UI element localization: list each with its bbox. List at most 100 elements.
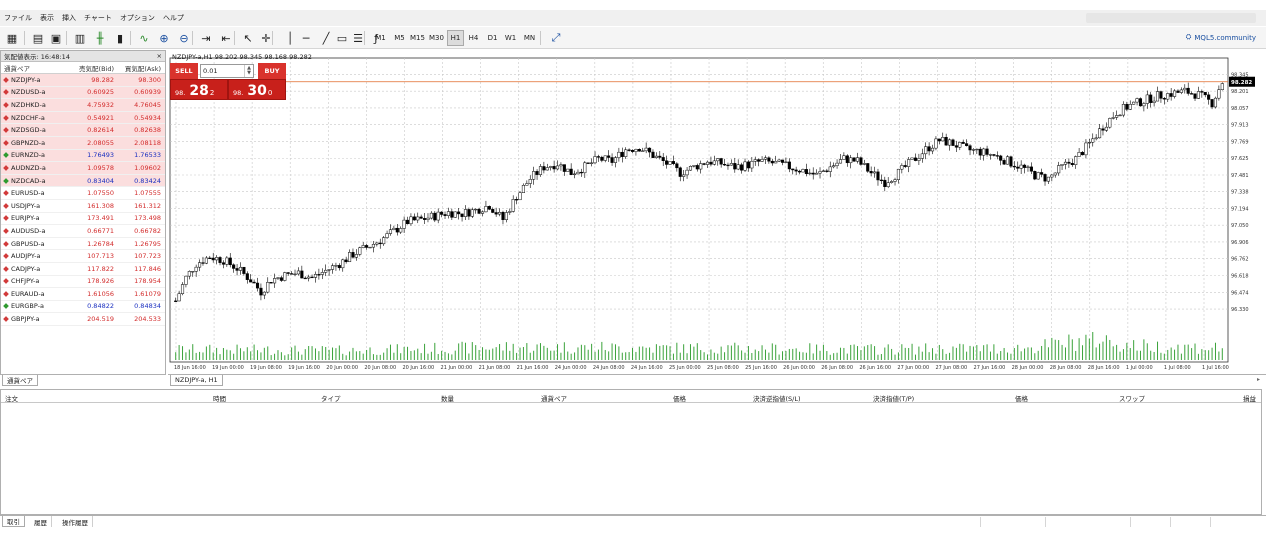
terminal-col-0[interactable]: 注文 bbox=[5, 395, 18, 403]
market-watch-row[interactable]: EURNZD-a 1.76493 1.76533 bbox=[1, 149, 165, 163]
profiles-icon[interactable]: ▤ bbox=[32, 31, 44, 45]
vertical-line-icon[interactable]: │ bbox=[286, 31, 294, 45]
market-watch-row[interactable]: GBPNZD-a 2.08055 2.08118 bbox=[1, 136, 165, 150]
candle-body-down bbox=[913, 157, 918, 161]
timeframe-d1-button[interactable]: D1 bbox=[487, 34, 498, 42]
market-watch-row[interactable]: NZDJPY-a 98.282 98.300 bbox=[1, 74, 165, 87]
price-chart[interactable]: 98.345 98.201 98.057 97.913 97.769 97.625 97.4… bbox=[168, 50, 1258, 375]
sell-button[interactable]: SELL bbox=[170, 63, 198, 79]
terminal-tab-0[interactable]: 取引 bbox=[2, 516, 25, 527]
fullscreen-icon[interactable]: ⤢ bbox=[551, 31, 561, 44]
col-bid[interactable]: 売気配(Bid) bbox=[79, 64, 114, 73]
terminal-col-9[interactable]: スワップ bbox=[1119, 395, 1145, 403]
market-watch-row[interactable]: USDJPY-a 161.308 161.312 bbox=[1, 200, 165, 213]
terminal-tab-2[interactable]: 操作履歴 bbox=[58, 516, 93, 527]
x-tick-label: 26 Jun 08:00 bbox=[821, 365, 853, 371]
market-watch-row[interactable]: NZDCHF-a 0.54921 0.54934 bbox=[1, 111, 165, 125]
terminal-col-8[interactable]: 価格 bbox=[1015, 395, 1028, 403]
mql5-community-link[interactable]: ⛭ MQL5.community bbox=[1186, 33, 1256, 42]
timeframe-w1-button[interactable]: W1 bbox=[504, 34, 517, 42]
market-watch-row[interactable]: EURJPY-a 173.491 173.498 bbox=[1, 213, 165, 226]
market-watch-row[interactable]: CADJPY-a 117.822 117.846 bbox=[1, 263, 165, 276]
terminal-col-1[interactable]: 時間 bbox=[213, 395, 226, 403]
terminal-col-7[interactable]: 決済指値(T/P) bbox=[873, 395, 915, 403]
lot-size-input[interactable]: 0.01 ▲ ▼ bbox=[200, 64, 254, 78]
candle bbox=[879, 174, 883, 184]
candle-body-up bbox=[590, 162, 594, 164]
lot-spinner[interactable]: ▲ ▼ bbox=[244, 65, 253, 77]
candle bbox=[194, 264, 198, 277]
terminal-col-4[interactable]: 通貨ペア bbox=[541, 395, 567, 403]
indicators-icon[interactable]: ƒ bbox=[374, 31, 378, 45]
terminal-col-6[interactable]: 決済逆指値(S/L) bbox=[753, 395, 801, 403]
market-watch-row[interactable]: NZDUSD-a 0.60925 0.60939 bbox=[1, 86, 165, 100]
fibonacci-icon[interactable]: ☰ bbox=[353, 31, 363, 45]
terminal-col-10[interactable]: 損益 bbox=[1243, 395, 1256, 403]
candlestick-icon[interactable]: ▮ bbox=[116, 31, 124, 45]
terminal-tab-1[interactable]: 履歴 bbox=[30, 516, 52, 527]
chart-shift-icon[interactable]: ⇤ bbox=[221, 31, 231, 45]
line-chart-icon[interactable]: ∿ bbox=[139, 31, 149, 45]
market-watch-row[interactable]: CHFJPY-a 178.926 178.954 bbox=[1, 276, 165, 289]
tab-chart-nzdjpy[interactable]: NZDJPY-a, H1 bbox=[170, 375, 223, 386]
buy-button[interactable]: BUY bbox=[258, 63, 286, 79]
cursor-icon[interactable]: ↖ bbox=[243, 31, 253, 45]
text-icon[interactable]: ▭ bbox=[336, 31, 348, 45]
timeframe-h4-button[interactable]: H4 bbox=[468, 34, 479, 42]
terminal-col-5[interactable]: 価格 bbox=[673, 395, 686, 403]
market-watch-row[interactable]: AUDNZD-a 1.09578 1.09602 bbox=[1, 162, 165, 175]
quick-search-box[interactable] bbox=[1086, 13, 1256, 23]
candle bbox=[562, 164, 566, 176]
close-icon[interactable]: × bbox=[156, 52, 162, 60]
horizontal-line-icon[interactable]: ─ bbox=[302, 31, 310, 45]
market-watch-row[interactable]: NZDCAD-a 0.83404 0.83424 bbox=[1, 174, 165, 188]
x-tick-label: 25 Jun 08:00 bbox=[707, 365, 739, 371]
market-watch-icon[interactable]: ▣ bbox=[50, 31, 62, 45]
timeframe-m30-button[interactable]: M30 bbox=[429, 34, 444, 42]
candle-body-down bbox=[245, 273, 249, 280]
market-watch-row[interactable]: GBPUSD-a 1.26784 1.26795 bbox=[1, 238, 165, 251]
candle-body-down bbox=[221, 262, 225, 265]
new-chart-icon[interactable]: ▦ bbox=[6, 31, 18, 45]
chart-window[interactable]: 98.345 98.201 98.057 97.913 97.769 97.625 97.4… bbox=[168, 50, 1258, 375]
chevron-up-icon[interactable]: ▲ bbox=[247, 65, 251, 71]
chevron-down-icon[interactable]: ▼ bbox=[247, 70, 251, 76]
market-watch-row[interactable]: NZDHKD-a 4.75932 4.76045 bbox=[1, 99, 165, 112]
autoscroll-icon[interactable]: ⇥ bbox=[201, 31, 211, 45]
market-watch-row[interactable]: EURAUD-a 1.61056 1.61079 bbox=[1, 288, 165, 301]
timeframe-m15-button[interactable]: M15 bbox=[410, 34, 425, 42]
menu-item-2[interactable]: 挿入 bbox=[62, 14, 76, 22]
sell-price-button[interactable]: 98. 28 2 bbox=[170, 79, 228, 100]
zoom-out-icon[interactable]: ⊖ bbox=[179, 31, 189, 45]
timeframe-m5-button[interactable]: M5 bbox=[394, 34, 405, 42]
navigator-icon[interactable]: ▥ bbox=[74, 31, 86, 45]
market-watch-row[interactable]: NZDSGD-a 0.82614 0.82638 bbox=[1, 124, 165, 137]
market-watch-row[interactable]: AUDJPY-a 107.713 107.723 bbox=[1, 250, 165, 263]
market-watch-row[interactable]: EURUSD-a 1.07550 1.07555 bbox=[1, 187, 165, 200]
menu-item-3[interactable]: チャート bbox=[84, 14, 112, 22]
zoom-in-icon[interactable]: ⊕ bbox=[159, 31, 169, 45]
candle-body-down bbox=[651, 151, 655, 158]
menu-item-4[interactable]: オプション bbox=[119, 14, 155, 22]
buy-price-button[interactable]: 98. 30 0 bbox=[228, 79, 286, 100]
trendline-icon[interactable]: ╱ bbox=[322, 31, 330, 45]
terminal-col-2[interactable]: タイプ bbox=[321, 395, 341, 403]
tab-symbols[interactable]: 通貨ペア bbox=[2, 375, 38, 386]
market-watch-row[interactable]: AUDUSD-a 0.66771 0.66782 bbox=[1, 225, 165, 238]
menu-item-5[interactable]: ヘルプ bbox=[162, 14, 184, 22]
menu-item-0[interactable]: ファイル bbox=[4, 14, 32, 22]
terminal-col-3[interactable]: 数量 bbox=[441, 395, 454, 403]
chevron-right-icon[interactable]: ▸ bbox=[1256, 376, 1260, 383]
col-symbol[interactable]: 通貨ペア bbox=[4, 64, 30, 73]
timeframe-m1-button[interactable]: M1 bbox=[375, 34, 386, 42]
crosshair-icon[interactable]: ✛ bbox=[261, 31, 271, 45]
bar-chart-icon[interactable]: ╫ bbox=[96, 31, 104, 45]
timeframe-h1-button[interactable]: H1 bbox=[447, 30, 464, 46]
market-watch-row[interactable]: EURGBP-a 0.84822 0.84834 bbox=[1, 301, 165, 314]
market-watch-row[interactable]: GBPJPY-a 204.519 204.533 bbox=[1, 313, 165, 326]
col-ask[interactable]: 買気配(Ask) bbox=[124, 64, 161, 73]
candle bbox=[457, 207, 461, 220]
timeframe-mn-button[interactable]: MN bbox=[523, 34, 536, 42]
ask-cell: 0.84834 bbox=[134, 302, 161, 311]
menu-item-1[interactable]: 表示 bbox=[40, 14, 54, 22]
